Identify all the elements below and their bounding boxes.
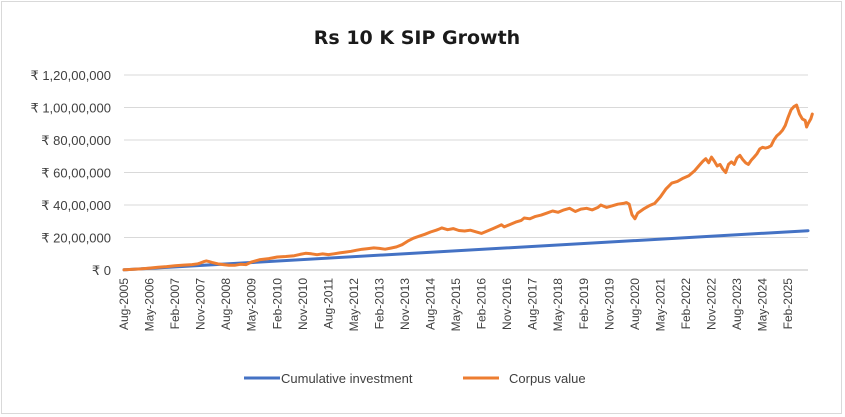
x-tick-label: Aug-2017 <box>526 278 540 330</box>
x-tick-label: May-2015 <box>449 278 463 332</box>
x-tick-label: Aug-2023 <box>730 278 744 330</box>
legend-label: Cumulative investment <box>281 371 413 386</box>
gridlines <box>124 74 808 271</box>
x-tick-label: Feb-2007 <box>168 278 182 330</box>
y-tick-label: ₹ 1,20,00,000 <box>30 68 111 83</box>
x-axis-labels: Aug-2005 May-2006 Feb-2007 Nov-2007 Aug-2008… <box>117 278 795 332</box>
x-tick-label: May-2018 <box>551 278 565 332</box>
x-tick-label: Nov-2007 <box>194 278 208 330</box>
x-tick-label: Feb-2016 <box>475 278 489 330</box>
x-tick-label: Feb-2019 <box>577 278 591 330</box>
x-tick-label: May-2024 <box>756 278 770 332</box>
series-lines <box>122 103 814 272</box>
x-tick-label: Nov-2022 <box>705 278 719 330</box>
y-tick-label: ₹ 60,00,000 <box>41 166 111 181</box>
legend: Cumulative investment Corpus value <box>244 371 586 386</box>
x-tick-label: Nov-2010 <box>296 278 310 330</box>
legend-label: Corpus value <box>509 371 586 386</box>
y-axis-labels: ₹ 0 ₹ 20,00,000 ₹ 40,00,000 ₹ 60,00,000 ₹ 80… <box>30 68 111 278</box>
x-tick-label: Aug-2008 <box>219 278 233 330</box>
x-tick-label: Feb-2010 <box>270 278 284 330</box>
x-tick-label: Nov-2013 <box>398 278 412 330</box>
x-tick-label: May-2006 <box>143 278 157 332</box>
x-tick-label: May-2009 <box>245 278 259 332</box>
y-tick-label: ₹ 40,00,000 <box>41 198 111 213</box>
x-tick-label: Nov-2019 <box>602 278 616 330</box>
y-tick-label: ₹ 20,00,000 <box>41 231 111 246</box>
x-tick-label: Feb-2022 <box>679 278 693 330</box>
x-tick-label: Nov-2016 <box>500 278 514 330</box>
x-tick-label: Aug-2020 <box>628 278 642 330</box>
x-tick-label: Feb-2025 <box>781 278 795 330</box>
y-tick-label: ₹ 80,00,000 <box>41 133 111 148</box>
y-tick-label: ₹ 1,00,00,000 <box>30 101 111 116</box>
x-tick-label: May-2021 <box>653 278 667 332</box>
y-tick-label: ₹ 0 <box>92 263 111 278</box>
x-tick-label: Feb-2013 <box>372 278 386 330</box>
series-corpus-value-line <box>122 103 814 272</box>
x-tick-label: Aug-2014 <box>424 278 438 330</box>
x-tick-label: Aug-2005 <box>117 278 131 330</box>
chart-title: Rs 10 K SIP Growth <box>314 27 520 49</box>
x-tick-label: Aug-2011 <box>321 278 335 329</box>
x-tick-label: May-2012 <box>347 278 361 332</box>
